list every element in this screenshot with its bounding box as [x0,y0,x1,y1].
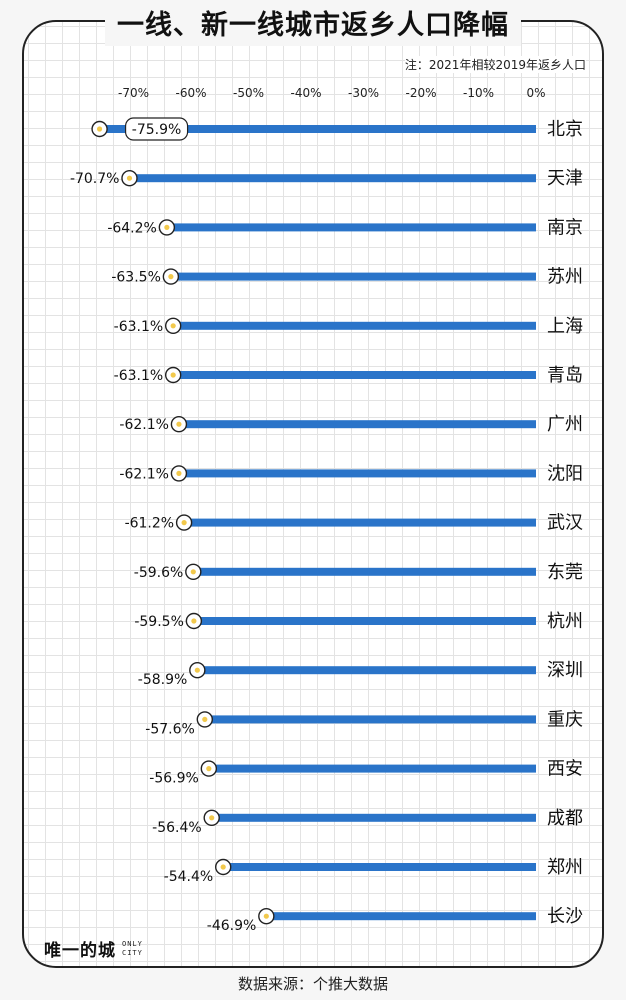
bar [99,125,536,133]
bar [184,518,536,527]
value-label: -58.9% [138,672,188,688]
bar-end-marker-dot [126,175,133,181]
bar-end-marker-dot [176,421,182,427]
category-label: 东莞 [547,562,583,583]
bar-end-marker-dot [164,224,170,230]
value-label: -70.7% [70,171,120,187]
category-label: 深圳 [547,660,583,681]
x-tick-label: -50% [233,86,264,100]
bar [266,912,536,921]
value-label: -75.9% [132,122,182,138]
category-label: 上海 [547,316,583,337]
bar [166,223,536,232]
category-label: 重庆 [547,709,583,730]
bar-end-marker-dot [191,618,197,624]
category-label: 苏州 [547,267,583,288]
bar [178,420,537,429]
value-label: -64.2% [107,220,157,236]
data-source: 数据来源：个推大数据 [237,975,388,993]
bar-end-marker-dot [263,913,269,919]
bar [170,272,536,281]
bar-end-marker-dot [176,470,182,476]
bar-end-marker-dot [170,323,176,329]
value-label: -61.2% [125,516,175,532]
title-text: 一线、新一线城市返乡人口降幅 [105,6,521,46]
category-label: 武汉 [547,513,583,534]
x-tick-label: 0% [526,86,545,100]
value-label: -56.9% [149,771,199,787]
x-tick-label: -10% [463,86,494,100]
bar-end-marker-dot [202,716,208,723]
x-tick-label: -60% [175,86,206,100]
value-label: -57.6% [145,721,195,737]
bar [211,813,536,822]
bar [193,567,537,576]
bar [223,863,536,871]
x-tick-label: -70% [118,86,149,100]
page-title: 一线、新一线城市返乡人口降幅 [0,4,626,46]
bar-end-marker-dot [96,126,103,132]
bar-end-marker-dot [181,520,187,526]
category-label: 成都 [547,808,583,829]
bar-end-marker-dot [170,372,176,378]
value-label: -62.1% [119,417,169,433]
category-label: 南京 [547,217,583,238]
value-label: -59.6% [134,565,184,581]
bar-end-marker-dot [206,766,212,772]
category-label: 长沙 [547,906,583,927]
bar-end-marker-dot [168,274,174,280]
value-label: -59.5% [134,614,184,630]
value-label: -54.4% [164,869,214,885]
bar [173,321,537,330]
bar [204,715,537,724]
category-label: 青岛 [547,365,583,386]
category-label: 北京 [547,119,583,140]
logo-subtext: ONLY CITY [122,940,143,958]
logo-sub-line2: CITY [122,948,143,957]
value-label: -63.1% [114,368,164,384]
value-label-box [124,117,189,141]
category-label: 西安 [547,759,583,780]
value-label: -63.1% [114,319,164,335]
value-label: -46.9% [207,918,257,934]
value-label: -62.1% [119,466,169,482]
bar [208,764,536,773]
chart-note: 注：2021年相较2019年返乡人口 [404,56,586,73]
bar-end-marker-dot [194,667,200,673]
category-label: 郑州 [547,857,583,878]
logo-sub-line1: ONLY [122,939,143,948]
x-tick-label: -30% [348,86,379,100]
bar [178,469,537,478]
category-label: 沈阳 [547,463,583,484]
bar-end-marker-dot [220,864,226,870]
bar-end-marker-dot [190,569,196,575]
x-tick-label: -20% [405,86,436,100]
value-label: -56.4% [152,820,202,836]
bar [197,666,536,675]
bar [193,617,536,625]
brand-logo: 唯一的城 ONLY CITY [44,936,143,962]
bar-end-marker-dot [209,815,215,821]
value-label: -63.5% [111,270,161,286]
category-label: 广州 [547,414,583,435]
bar [129,174,536,183]
category-label: 天津 [547,168,583,189]
bar [173,371,537,379]
category-label: 杭州 [547,611,583,632]
logo-text: 唯一的城 [44,941,116,961]
x-tick-label: -40% [290,86,321,100]
